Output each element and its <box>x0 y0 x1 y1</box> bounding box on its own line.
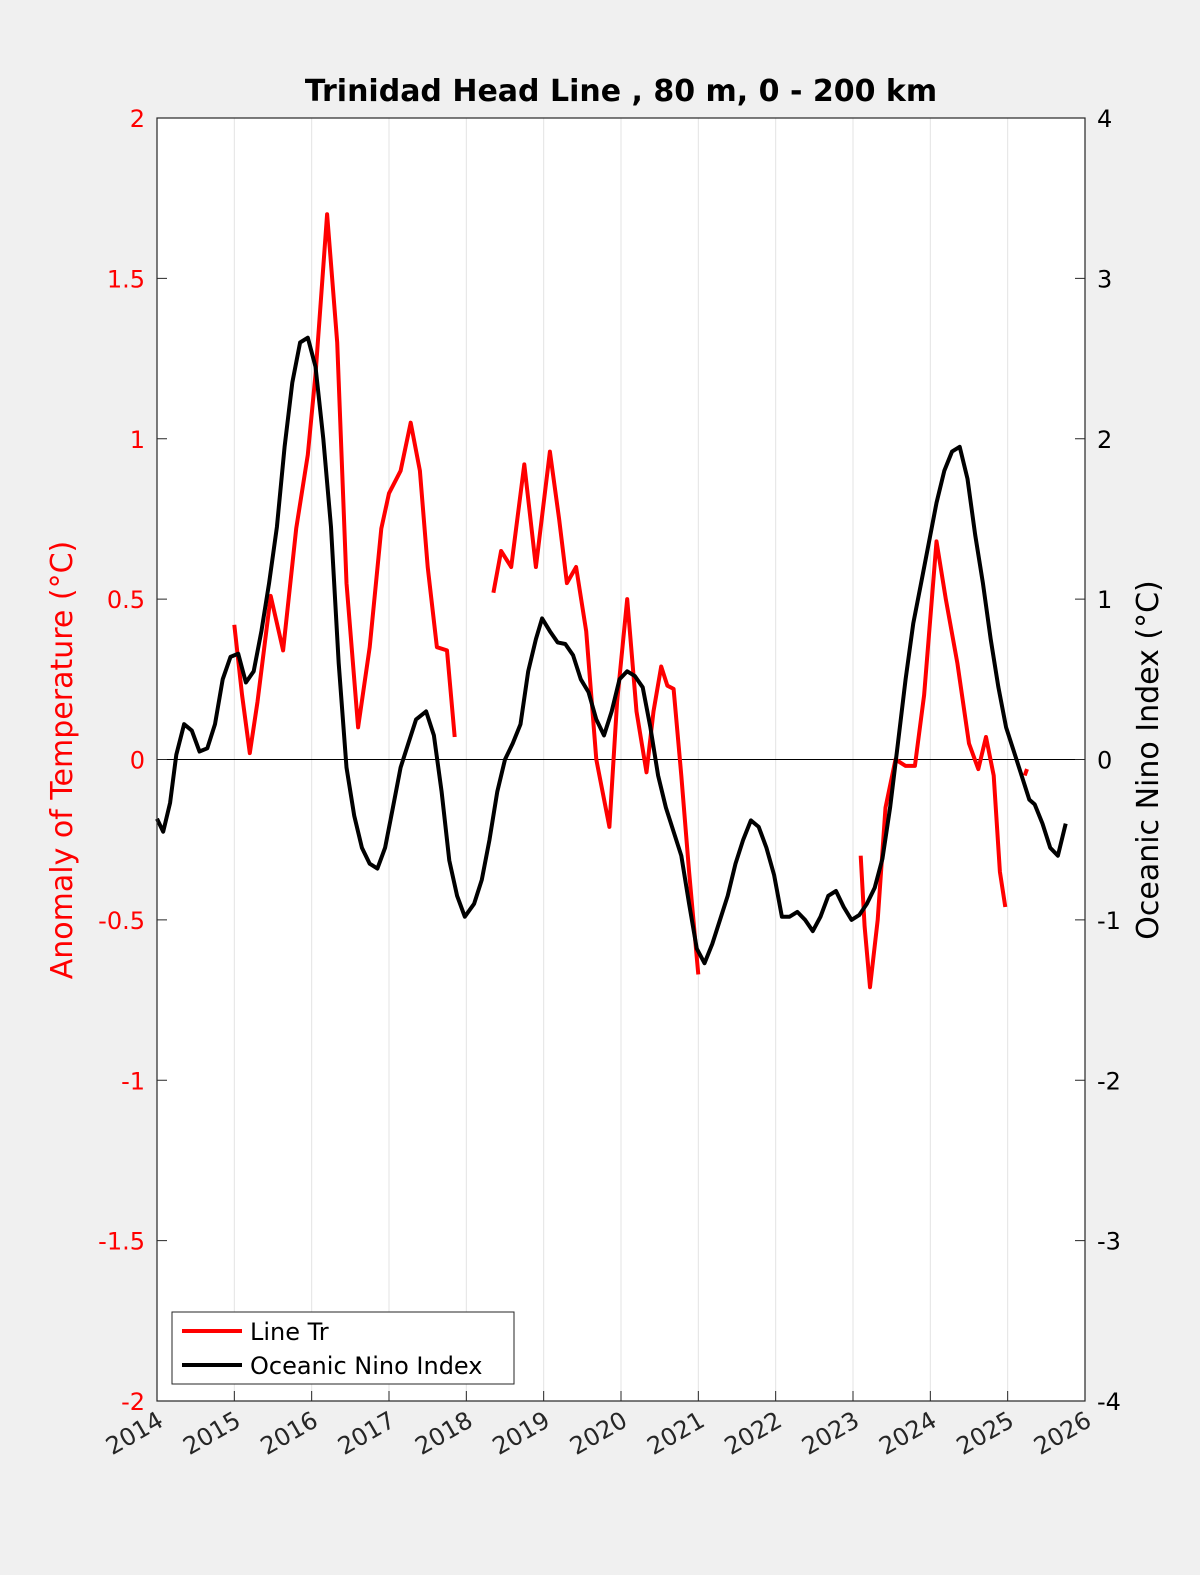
left-axis-ticks: 2 1.5 1 0.5 0 -0.5 -1 -1.5 -2 <box>98 105 167 1416</box>
x-tick-label: 2021 <box>642 1406 709 1461</box>
left-tick-label: 0.5 <box>107 586 145 614</box>
line-tr-series-segment-0 <box>232 212 457 756</box>
right-tick-label: 3 <box>1097 265 1112 293</box>
right-tick-label: 4 <box>1097 105 1112 133</box>
line-tr-series-segment-2 <box>858 539 1008 990</box>
right-tick-label: -1 <box>1097 907 1121 935</box>
x-tick-label: 2016 <box>256 1406 323 1461</box>
line-tr-series-segment-1 <box>491 449 701 975</box>
oni-series-segment-0 <box>155 335 1068 966</box>
x-tick-label: 2020 <box>565 1406 632 1461</box>
x-tick-label: 2023 <box>797 1406 864 1461</box>
line-tr-series-segment-3 <box>1022 768 1029 777</box>
left-tick-label: 1 <box>130 426 145 454</box>
x-tick-label: 2022 <box>720 1406 787 1461</box>
legend: Line Tr Oceanic Nino Index <box>171 1311 515 1385</box>
left-tick-label: -1 <box>121 1067 145 1095</box>
left-axis-label: Anomaly of Temperature (°C) <box>45 541 80 980</box>
right-tick-label: -4 <box>1097 1388 1121 1416</box>
x-tick-label: 2025 <box>952 1406 1019 1461</box>
x-tick-label: 2017 <box>333 1406 400 1461</box>
left-tick-label: -0.5 <box>98 907 145 935</box>
right-tick-label: -2 <box>1097 1067 1121 1095</box>
chart-title: Trinidad Head Line , 80 m, 0 - 200 km <box>305 74 937 109</box>
x-tick-label: 2015 <box>178 1406 245 1461</box>
series-layer <box>155 212 1068 990</box>
right-tick-label: 0 <box>1097 747 1112 775</box>
right-tick-label: -3 <box>1097 1228 1121 1256</box>
x-tick-label: 2018 <box>410 1406 477 1461</box>
left-tick-label: -1.5 <box>98 1228 145 1256</box>
legend-label-oni: Oceanic Nino Index <box>250 1352 482 1380</box>
left-tick-label: 0 <box>130 747 145 775</box>
legend-box <box>171 1311 515 1385</box>
legend-label-line-tr: Line Tr <box>250 1318 329 1346</box>
x-tick-label: 2024 <box>874 1406 941 1461</box>
x-tick-label: 2019 <box>488 1406 555 1461</box>
left-tick-label: -2 <box>121 1388 145 1416</box>
right-tick-label: 1 <box>1097 586 1112 614</box>
left-tick-label: 2 <box>130 105 145 133</box>
right-axis-label: Oceanic Nino Index (°C) <box>1131 580 1166 940</box>
x-tick-label: 2026 <box>1029 1406 1096 1461</box>
right-tick-label: 2 <box>1097 426 1112 454</box>
right-axis-ticks: 4 3 2 1 0 -1 -2 -3 -4 <box>1075 105 1121 1416</box>
left-tick-label: 1.5 <box>107 265 145 293</box>
